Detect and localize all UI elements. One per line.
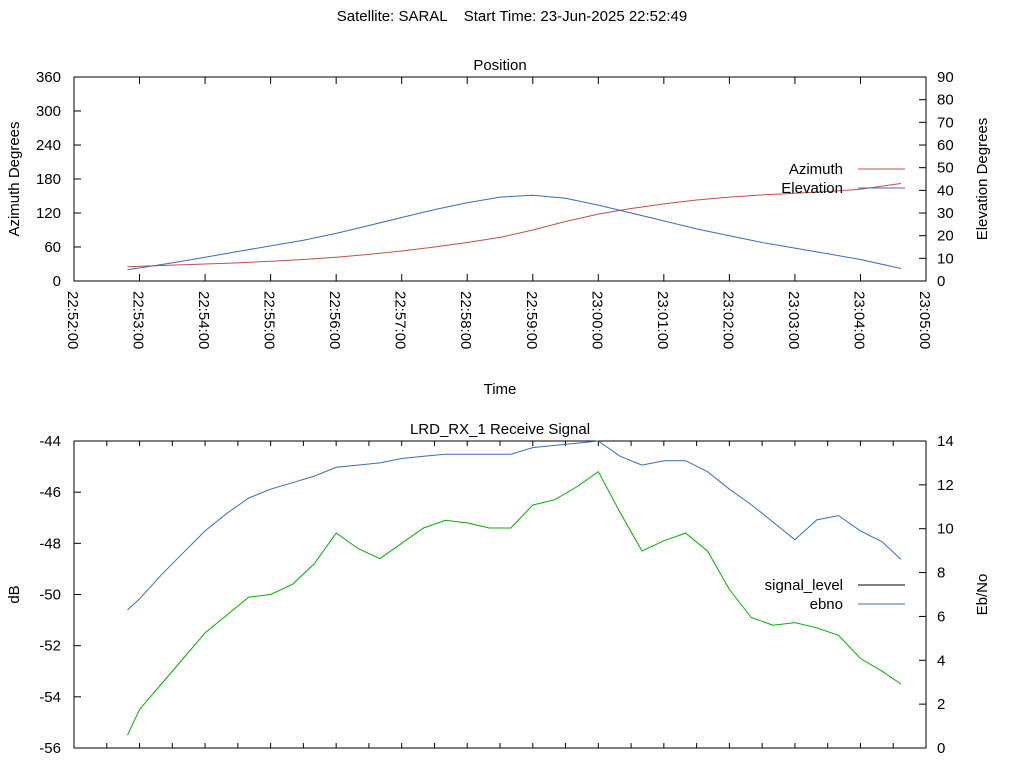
ebno-series-line <box>127 440 902 611</box>
azimuth-axis-label: Azimuth Degrees <box>6 121 23 236</box>
ebno-tick-label: 0 <box>937 740 945 757</box>
elevation-tick-label: 20 <box>937 228 954 245</box>
position-plot-frame <box>73 76 927 282</box>
azimuth-legend-label: Azimuth <box>789 161 843 178</box>
time-tick-label: 23:03:00 <box>785 291 802 349</box>
time-tick-label: 22:56:00 <box>326 291 343 349</box>
azimuth-tick-label: 180 <box>36 171 61 188</box>
elevation-tick-label: 10 <box>937 250 954 267</box>
ebno-tick-label: 8 <box>937 565 945 582</box>
elevation-legend-label: Elevation <box>781 180 843 197</box>
signal-chart-title: LRD_RX_1 Receive Signal <box>410 421 590 438</box>
azimuth-tick-label: 0 <box>53 273 61 290</box>
db-tick-label: -46 <box>39 484 61 501</box>
db-tick-label: -48 <box>39 535 61 552</box>
signal-level-series-line <box>127 470 902 736</box>
azimuth-tick-label: 300 <box>36 103 61 120</box>
azimuth-tick-label: 120 <box>36 205 61 222</box>
elevation-tick-label: 50 <box>937 160 954 177</box>
elevation-tick-label: 30 <box>937 205 954 222</box>
db-tick-label: -44 <box>39 433 61 450</box>
time-tick-label: 23:01:00 <box>654 291 671 349</box>
time-tick-label: 23:00:00 <box>588 291 605 349</box>
db-tick-label: -54 <box>39 689 61 706</box>
db-tick-label: -56 <box>39 740 61 757</box>
ebno-tick-label: 6 <box>937 608 945 625</box>
time-tick-label: 22:58:00 <box>457 291 474 349</box>
elevation-series-line <box>127 194 902 271</box>
azimuth-tick-label: 360 <box>36 69 61 86</box>
azimuth-tick-label: 60 <box>44 239 61 256</box>
time-tick-label: 22:53:00 <box>130 291 147 349</box>
db-tick-label: -50 <box>39 587 61 604</box>
db-axis-label: dB <box>6 585 23 603</box>
position-chart-title: Position <box>473 57 526 74</box>
azimuth-tick-label: 240 <box>36 137 61 154</box>
db-tick-label: -52 <box>39 638 61 655</box>
elevation-tick-label: 40 <box>937 182 954 199</box>
ebno-axis-label: Eb/No <box>974 574 991 616</box>
signal-plot-frame <box>73 440 927 749</box>
elevation-tick-label: 80 <box>937 92 954 109</box>
time-tick-label: 22:54:00 <box>195 291 212 349</box>
elevation-tick-label: 90 <box>937 69 954 86</box>
ebno-tick-label: 14 <box>937 433 954 450</box>
ebno-tick-label: 2 <box>937 696 945 713</box>
page-title: Satellite: SARAL Start Time: 23-Jun-2025… <box>336 8 688 25</box>
time-tick-label: 22:57:00 <box>392 291 409 349</box>
ebno-tick-label: 10 <box>937 521 954 538</box>
ebno-tick-label: 12 <box>937 477 954 494</box>
time-tick-label: 23:02:00 <box>719 291 736 349</box>
elevation-tick-label: 70 <box>937 114 954 131</box>
time-tick-label: 23:05:00 <box>916 291 933 349</box>
azimuth-series-line <box>127 183 901 268</box>
signal-level-legend-label: signal_level <box>765 577 843 594</box>
elevation-axis-label: Elevation Degrees <box>974 118 991 241</box>
time-axis-label: Time <box>484 381 517 398</box>
ebno-legend-label: ebno <box>810 596 843 613</box>
time-tick-label: 22:59:00 <box>523 291 540 349</box>
elevation-tick-label: 0 <box>937 273 945 290</box>
elevation-tick-label: 60 <box>937 137 954 154</box>
ebno-tick-label: 4 <box>937 652 945 669</box>
time-tick-label: 23:04:00 <box>850 291 867 349</box>
time-tick-label: 22:55:00 <box>261 291 278 349</box>
time-tick-label: 22:52:00 <box>64 291 81 349</box>
